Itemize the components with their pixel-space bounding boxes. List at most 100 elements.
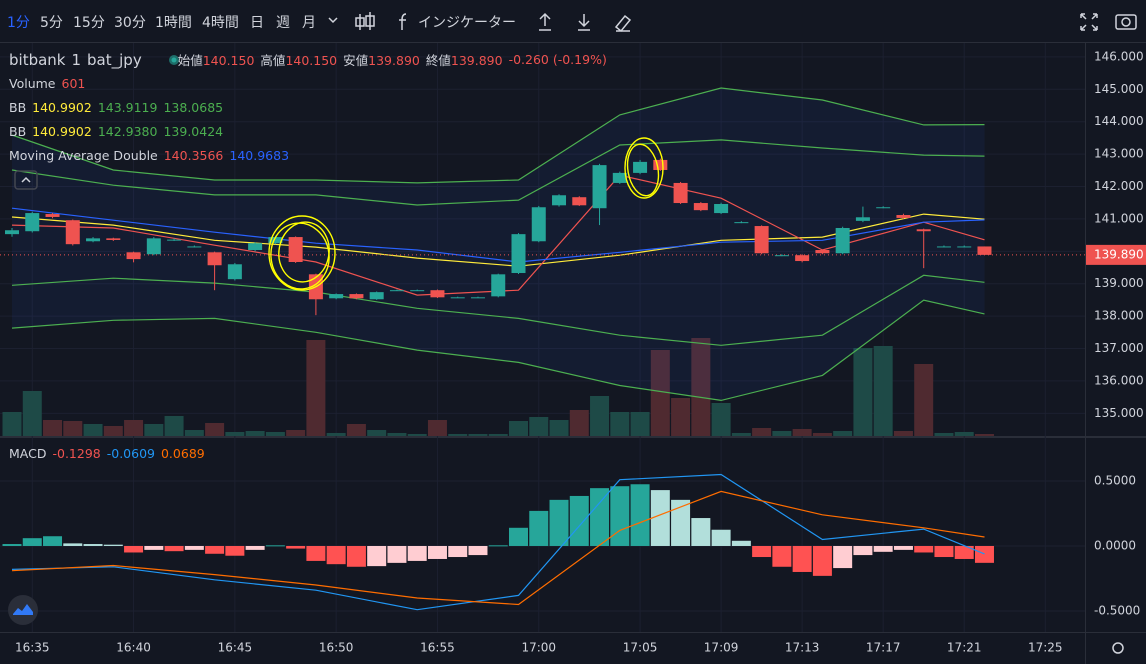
snapshot-lens <box>1121 17 1131 27</box>
histogram-bar <box>549 499 569 546</box>
candle-body <box>714 204 729 214</box>
candle-body <box>167 239 182 241</box>
legend-value: 140.9902 <box>32 100 92 115</box>
settings-icon[interactable] <box>1112 642 1124 654</box>
volume-bar <box>752 428 772 436</box>
histogram-bar <box>448 545 468 558</box>
pair: bat_jpy <box>87 50 142 69</box>
chevron-icon[interactable] <box>328 17 338 24</box>
histogram-bar <box>509 527 528 546</box>
histogram-bar <box>265 545 285 547</box>
interval-button[interactable]: 月 <box>302 15 316 31</box>
interval-button[interactable]: 1分 <box>7 15 30 31</box>
ohlc-value: 139.890 <box>368 53 420 68</box>
histogram-bar <box>914 545 934 553</box>
histogram-bar <box>873 545 893 552</box>
histogram-bar <box>954 545 974 559</box>
fullscreen-icon[interactable] <box>1080 13 1098 31</box>
download-icon[interactable] <box>578 14 590 31</box>
candle-body <box>268 237 283 244</box>
indicator-line <box>11 473 985 611</box>
candle-body <box>491 274 506 297</box>
legend-value: -0.1298 <box>52 446 101 461</box>
histogram-bar <box>529 510 549 546</box>
legend-value: 143.9119 <box>97 100 158 115</box>
eraser-icon[interactable] <box>614 14 632 33</box>
x-tick-label: 16:50 <box>319 641 354 655</box>
candle-body <box>187 246 202 248</box>
interval-button[interactable]: 15分 <box>73 15 105 31</box>
candle-body <box>126 252 141 260</box>
y-tick-label: -0.5000 <box>1094 603 1140 617</box>
fx-icon[interactable] <box>399 13 407 30</box>
histogram-bar <box>306 545 326 561</box>
last-price-tag <box>1086 244 1146 265</box>
candle-body <box>754 226 769 254</box>
histogram-bar <box>731 540 751 546</box>
histogram-bar <box>711 529 731 546</box>
y-tick-label: 142.000 <box>1094 179 1144 193</box>
interval-button[interactable]: 日 <box>250 15 264 31</box>
volume-bar <box>427 420 447 436</box>
histogram-bar <box>792 545 812 572</box>
annotation-circle <box>624 137 664 199</box>
interval-button[interactable]: 5分 <box>40 15 63 31</box>
indicator-line <box>11 274 985 346</box>
candle-body <box>470 297 485 299</box>
y-tick-label: 137.000 <box>1094 341 1144 355</box>
histogram-bar <box>812 545 832 576</box>
ohlc-value: 140.150 <box>202 53 255 68</box>
candle-body <box>916 229 931 232</box>
candle-body <box>855 217 870 221</box>
candle-body <box>795 255 810 262</box>
change: -0.260 (-0.19%) <box>508 52 607 67</box>
interval-button[interactable]: 4時間 <box>202 15 239 31</box>
logo-mark <box>13 604 33 615</box>
interval-button[interactable]: 1時間 <box>155 15 192 31</box>
candle-body <box>896 215 911 218</box>
annotation-circle <box>278 221 330 283</box>
volume-bar <box>286 430 306 436</box>
volume-bar <box>914 364 934 436</box>
candle-body <box>86 238 101 242</box>
chart-type-icon[interactable] <box>355 12 375 30</box>
volume-bar <box>853 348 873 436</box>
volume-bar <box>569 410 589 436</box>
ohlc-label: 安値139.890 <box>343 50 420 69</box>
candle-body <box>531 207 546 242</box>
y-tick-label: 135.000 <box>1094 406 1144 420</box>
volume-bar <box>306 340 326 436</box>
legend-label: MACD <box>9 446 47 461</box>
legend-label: BB <box>9 100 27 115</box>
indicator-line <box>11 139 985 206</box>
volume-bar <box>205 423 225 436</box>
candle-body <box>977 246 992 255</box>
histogram-bar <box>427 545 447 559</box>
histogram-bar <box>650 490 670 546</box>
candle-body <box>612 172 627 183</box>
indicators-button[interactable]: インジケーター <box>418 15 516 31</box>
y-tick-label: 0.0000 <box>1094 538 1136 552</box>
histogram-bar <box>488 545 508 547</box>
histogram-bar <box>468 545 488 556</box>
histogram-bar <box>245 545 265 550</box>
snapshot-icon[interactable] <box>1115 14 1137 30</box>
legend-value: -0.0609 <box>106 446 155 461</box>
collapse-chevron <box>21 176 31 183</box>
upload-icon[interactable] <box>539 12 551 31</box>
candle-body <box>552 195 567 206</box>
ohlc-value: 139.890 <box>450 53 503 68</box>
y-tick-label: 138.000 <box>1094 309 1144 323</box>
volume-bar <box>954 432 974 436</box>
ohlc-label: 始値140.150 <box>178 50 255 69</box>
band-fill <box>12 88 985 401</box>
histogram-bar <box>22 538 42 546</box>
histogram-bar <box>144 545 164 550</box>
market-status-dot <box>171 57 177 63</box>
y-tick-label: 145.000 <box>1094 82 1144 96</box>
interval-button[interactable]: 週 <box>276 15 290 31</box>
interval-button[interactable]: 30分 <box>114 15 146 31</box>
histogram-bar <box>124 545 144 553</box>
indicator-line <box>11 299 985 402</box>
collapse-button[interactable] <box>14 170 38 190</box>
